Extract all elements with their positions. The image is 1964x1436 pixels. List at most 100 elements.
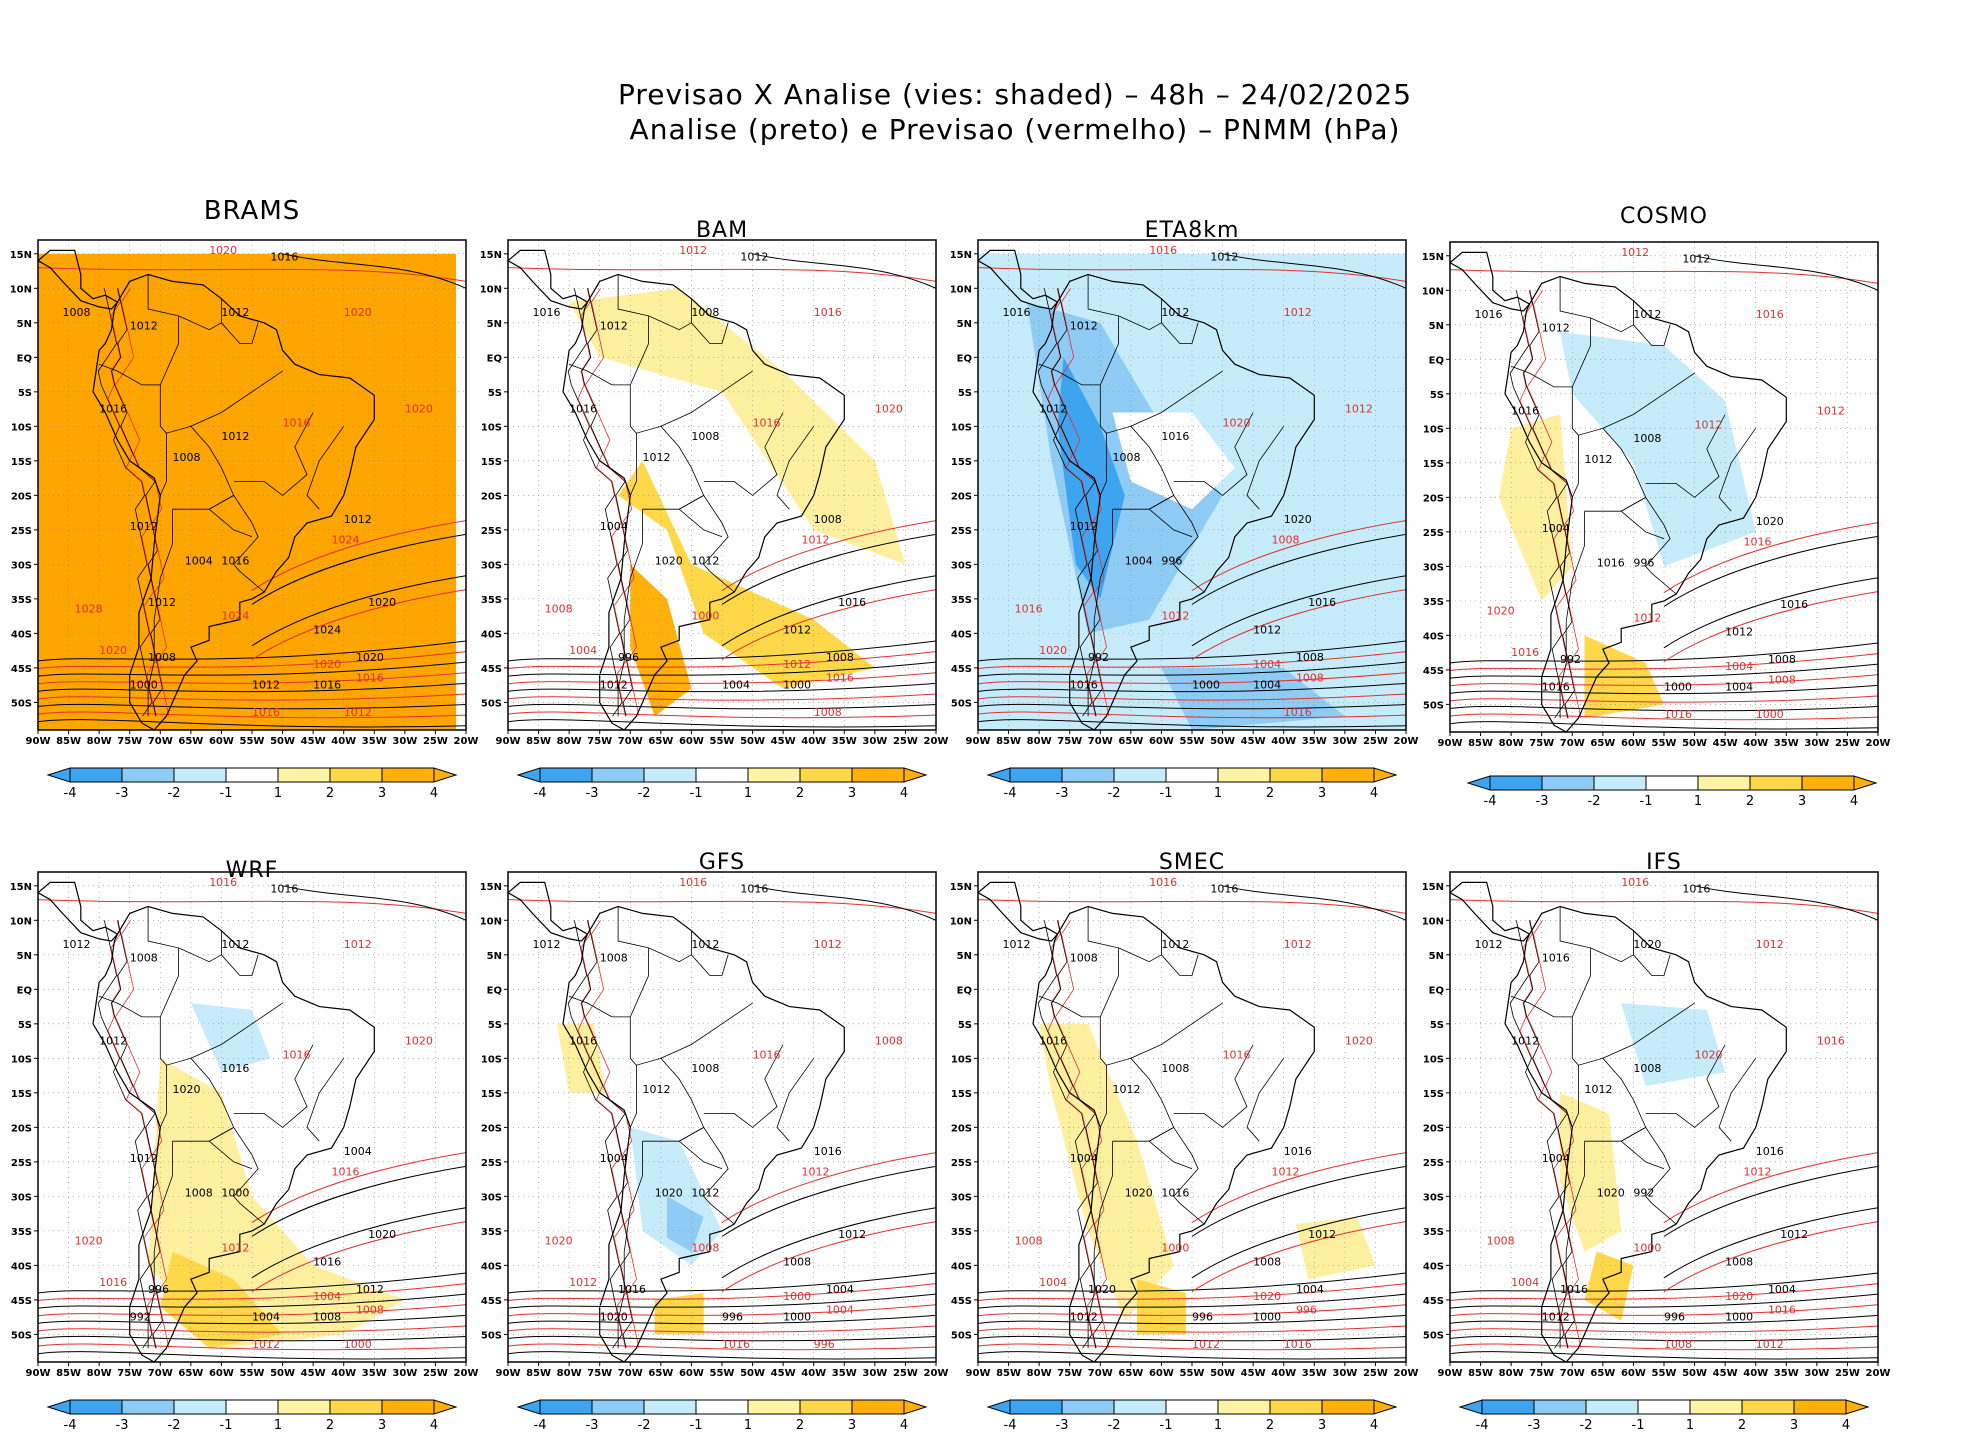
figure-title-line-1: Previsao X Analise (vies: shaded) – 48h … [617,78,1413,111]
country-border [1510,365,1573,388]
lat-label: 35S [481,1227,502,1238]
lon-label: 75W [587,1368,612,1379]
colorbar-segment [1593,775,1647,791]
isobar [1450,713,1878,721]
isobar [1694,255,1878,291]
isobar-label-forecast: 1016 [1284,706,1312,719]
isobar [1450,684,1878,695]
lat-label: 25S [481,1158,502,1169]
isobar-label-forecast: 1012 [569,1276,597,1289]
country-border [98,363,161,386]
isobar [508,1293,936,1309]
colorbar-brams: -4 -3 -2 -1 1 2 3 4 [46,767,458,801]
isobar-label-forecast: 1016 [1756,308,1784,321]
colorbar-segment [1165,767,1219,783]
isobar-label-analysis: 1004 [344,1145,372,1158]
isobar-label-forecast: 1020 [344,306,372,319]
lat-label: 40S [1423,1261,1444,1272]
colorbar-segment [329,767,383,783]
coastline [978,249,1059,310]
country-border [776,426,815,510]
colorbar-segment [747,1399,801,1415]
isobar [97,288,153,717]
lon-label: 25W [1835,1368,1860,1379]
colorbar-segment [695,1399,749,1415]
bias-shading [1621,1003,1726,1086]
isobar [38,267,466,282]
isobar [1450,1304,1878,1317]
isobar-label-analysis: 1008 [1253,1255,1281,1268]
lon-label: 90W [966,1368,991,1379]
isobar-label-analysis: 1016 [99,403,127,416]
colorbar-segment [1541,775,1595,791]
lon-label: 65W [178,1368,203,1379]
isobar [251,1207,466,1279]
isobar [978,640,1406,662]
country-border [1633,324,1671,346]
colorbar-label: 3 [378,1418,386,1433]
lon-label: 25W [1363,1368,1388,1379]
isobar-label-analysis: 1008 [691,1062,719,1075]
colorbar-arrow-left [46,1399,71,1415]
colorbar-segment [1489,775,1543,791]
lon-label: 80W [87,1368,112,1379]
isobar [1450,695,1878,703]
isobar [1450,721,1878,730]
isobar-label-analysis: 1008 [783,1255,811,1268]
isobar-label-analysis: 1012 [1070,1311,1098,1324]
country-border [172,494,265,593]
isobar [978,719,1406,728]
lat-label: 10S [11,1054,32,1065]
lat-label: 10N [480,284,502,295]
coastline [1450,881,1531,942]
isobar-label-analysis: 1008 [173,451,201,464]
isobar-label-analysis: 1016 [1542,952,1570,965]
isobar-label-forecast: 1012 [783,658,811,671]
isobar-label-analysis: 1012 [1210,251,1238,264]
lat-label: EQ [17,353,32,364]
panel-title-ifs: IFS [1646,850,1682,875]
bias-shading [667,1196,704,1252]
country-border [617,509,643,717]
isobar [1054,920,1110,1349]
lat-label: 15S [951,457,972,468]
country-border [642,1126,735,1225]
lat-label: EQ [487,353,502,364]
lat-label: 40S [951,1261,972,1272]
colorbar-label: 4 [1370,1418,1378,1433]
colorbar-label: 2 [796,1418,804,1433]
lon-label: 50W [1682,1368,1707,1379]
isobar-label-analysis: 1004 [1296,1283,1324,1296]
isobar-label-analysis: 992 [1560,653,1581,666]
isobar-label-analysis: 1008 [814,513,842,526]
isobar-label-analysis: 1016 [569,1035,597,1048]
country-border [178,298,222,331]
isobar-label-forecast: 1028 [75,603,103,616]
country-border [1584,496,1677,595]
lat-label: EQ [957,353,972,364]
isobar [508,651,936,670]
isobar-label-forecast: 1020 [99,644,127,657]
colorbar-label: 4 [1850,794,1858,809]
country-border [1584,1126,1677,1225]
lon-label: 20W [1866,738,1891,749]
isobar-label-forecast: 1008 [691,1242,719,1255]
country-border [691,322,729,344]
colorbar-segment [1585,1399,1639,1415]
country-border [306,1058,345,1142]
colorbar-segment [1689,1399,1743,1415]
isobar-label-analysis: 1020 [1633,938,1661,951]
coastline [92,905,375,1362]
isobar [508,672,936,685]
lat-label: 10S [951,1054,972,1065]
colorbar-label: -4 [1476,1418,1489,1433]
lon-label: 90W [26,736,51,747]
isobar [567,920,623,1349]
isobar [111,920,163,1349]
lon-label: 75W [117,736,142,747]
lon-label: 35W [362,736,387,747]
lat-label: 50S [11,1330,32,1341]
lon-label: 25W [423,736,448,747]
lon-label: 80W [1027,736,1052,747]
isobar [38,1272,466,1294]
